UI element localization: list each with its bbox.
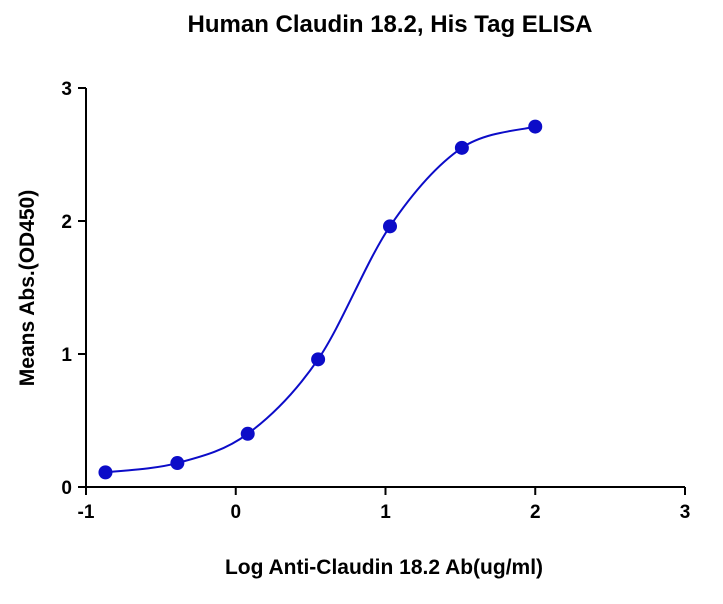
x-tick-label: -1 (78, 502, 95, 523)
data-point (382, 219, 397, 234)
data-point (170, 456, 185, 471)
chart-title: Human Claudin 18.2, His Tag ELISA (188, 11, 593, 38)
x-axis-label: Log Anti-Claudin 18.2 Ab(ug/ml) (225, 556, 543, 579)
data-point (98, 465, 113, 480)
y-tick-label: 2 (61, 212, 72, 233)
y-axis-label: Means Abs.(OD450) (16, 190, 39, 386)
x-tick-label: 2 (530, 502, 541, 523)
y-tick-label: 3 (61, 79, 72, 100)
y-tick-label: 1 (61, 345, 72, 366)
data-point (240, 426, 255, 441)
data-point (454, 140, 469, 155)
fit-curve (105, 125, 536, 474)
x-tick-label: 0 (230, 502, 241, 523)
data-point (311, 352, 326, 367)
x-tick-label: 1 (380, 502, 391, 523)
x-tick-label: 3 (680, 502, 691, 523)
y-tick-label: 0 (61, 478, 72, 499)
data-point (528, 119, 543, 134)
